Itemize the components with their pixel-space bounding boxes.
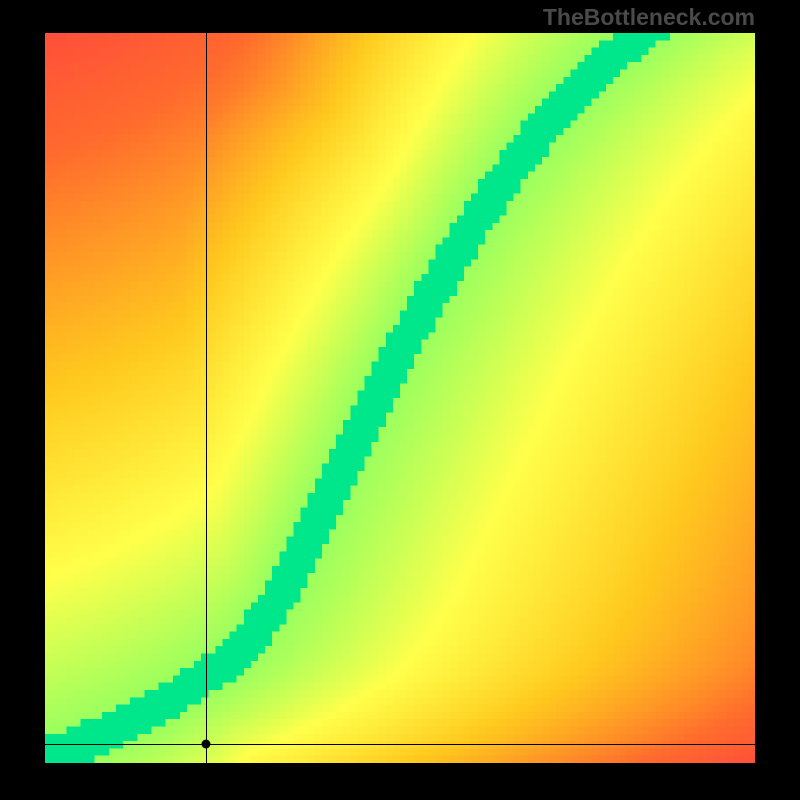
watermark-text: TheBottleneck.com — [543, 4, 755, 31]
bottleneck-heatmap — [45, 33, 755, 763]
crosshair-marker — [202, 740, 211, 749]
crosshair-vertical — [206, 33, 207, 763]
crosshair-horizontal — [45, 744, 755, 745]
chart-container: { "watermark": { "text": "TheBottleneck.… — [0, 0, 800, 800]
